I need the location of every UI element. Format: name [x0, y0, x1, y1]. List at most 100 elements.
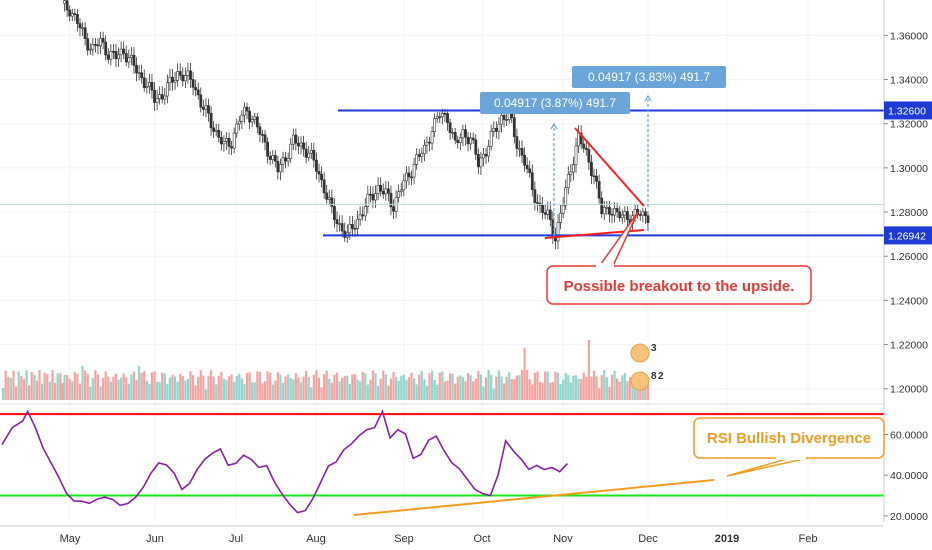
volume-bar — [400, 375, 403, 400]
candle — [543, 204, 547, 220]
candle — [83, 22, 87, 46]
volume-bar — [227, 376, 231, 400]
candle-body — [181, 75, 185, 82]
volume-bar — [233, 381, 236, 400]
candle — [299, 136, 303, 155]
candle-body — [541, 204, 544, 213]
volume-bar — [251, 382, 254, 400]
candle-body — [340, 223, 344, 232]
candle — [176, 63, 180, 87]
volume-bar — [387, 385, 390, 400]
candle-body — [366, 193, 370, 207]
volume-bar — [456, 376, 459, 400]
volume-bar — [73, 372, 76, 400]
volume-bar — [461, 377, 465, 400]
candle-body — [150, 82, 154, 91]
candle-body — [569, 171, 573, 175]
candle — [263, 130, 267, 151]
volume-bar — [374, 373, 377, 400]
volume-bar — [292, 379, 295, 400]
candle — [99, 31, 102, 54]
measure-label-1-text: 0.04917 (3.87%) 491.7 — [494, 96, 616, 110]
candle-body — [191, 79, 195, 88]
volume-bar — [448, 373, 452, 400]
candle-body — [284, 157, 287, 162]
volume-bar — [582, 372, 585, 400]
candle — [78, 18, 82, 37]
volume-bar — [258, 371, 261, 400]
volume-bar — [176, 381, 179, 400]
candle — [225, 132, 228, 150]
volume-bar — [307, 377, 310, 400]
candle-body — [564, 187, 568, 206]
candle — [135, 57, 138, 82]
measure-label-2-box — [572, 66, 726, 88]
candle-body — [268, 155, 272, 160]
volume-bar — [523, 348, 526, 400]
candle — [302, 135, 305, 157]
candle — [376, 177, 380, 201]
candle — [620, 209, 624, 224]
candle — [297, 136, 300, 155]
price-tick-label: 1.34000 — [890, 75, 928, 87]
candle — [81, 22, 84, 36]
volume-bar — [130, 374, 133, 400]
candle-body — [397, 191, 401, 198]
volume-bar — [538, 381, 542, 400]
volume-bar — [580, 379, 583, 400]
volume-bar — [122, 373, 125, 400]
candle — [623, 206, 627, 223]
candle — [201, 99, 205, 117]
volume-bar — [127, 383, 130, 400]
candle — [512, 109, 516, 144]
rsi-tick-label: 60.0000 — [890, 429, 928, 441]
candle — [171, 68, 174, 91]
candle-body — [209, 112, 213, 129]
volume-bar — [294, 373, 297, 400]
volume-bar — [107, 376, 110, 400]
volume-bar — [402, 374, 405, 400]
candle — [356, 210, 359, 237]
volume-bar — [269, 372, 272, 400]
candle — [505, 111, 509, 126]
volume-bar — [613, 370, 616, 400]
volume-bar — [54, 382, 57, 400]
volume-bar — [477, 370, 480, 400]
candle — [250, 115, 254, 128]
volume-bar — [184, 380, 187, 400]
candle — [273, 150, 277, 168]
candle — [625, 206, 629, 228]
candle-body — [361, 214, 365, 217]
candle — [271, 150, 275, 164]
volume-bar — [253, 382, 256, 400]
candle-body — [356, 218, 359, 229]
candle-body — [96, 44, 100, 47]
callout-text: Possible breakout to the upside. — [564, 278, 795, 295]
candle-body — [402, 180, 406, 191]
candle-body — [466, 136, 470, 145]
candle-body — [479, 157, 483, 168]
candle-body — [351, 224, 354, 229]
volume-bar — [204, 389, 208, 400]
candle-body — [386, 188, 390, 194]
candle-body — [610, 213, 614, 216]
candle — [266, 137, 270, 164]
time-tick-label: Jul — [229, 533, 243, 545]
candle-body — [502, 115, 506, 120]
candle — [404, 166, 408, 189]
candle — [379, 177, 383, 197]
volume-bar — [595, 376, 598, 400]
candle — [253, 112, 257, 125]
candle-body — [140, 72, 144, 79]
volume-bar — [430, 370, 434, 400]
candle — [261, 130, 264, 144]
candle-body — [595, 175, 598, 182]
volume-bar — [289, 378, 292, 400]
candle — [528, 160, 532, 178]
candle-body — [625, 211, 629, 220]
candle — [186, 62, 190, 84]
volume-bar — [125, 377, 128, 400]
candle — [322, 171, 326, 200]
